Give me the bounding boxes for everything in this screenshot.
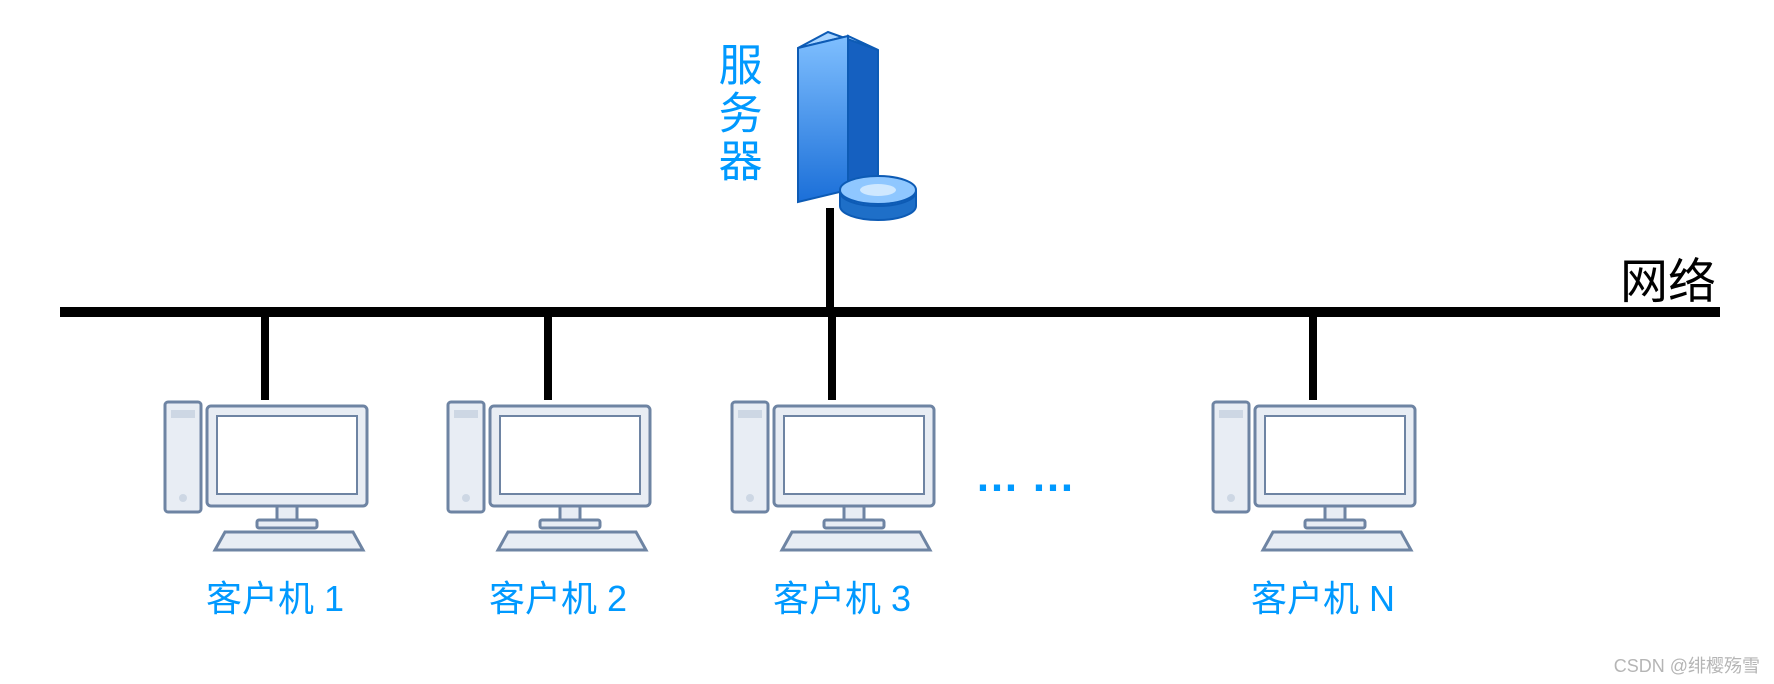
client-pc-icon xyxy=(448,402,650,550)
client-pc-icon xyxy=(1213,402,1415,550)
server-label: 服务器 xyxy=(710,42,761,186)
client-label: 客户机 N xyxy=(1233,570,1413,622)
client-label: 客户机 1 xyxy=(185,570,365,622)
network-label: 网络 xyxy=(1620,242,1716,312)
server-icon xyxy=(798,32,916,220)
client-pc-icon xyxy=(165,402,367,550)
client-label: 客户机 3 xyxy=(752,570,932,622)
client-label: 客户机 2 xyxy=(468,570,648,622)
client-pc-icon xyxy=(732,402,934,550)
ellipsis: …… xyxy=(975,452,1087,502)
diagram-canvas: 服务器网络 …… 客户机 1 客户机 2 客户机 3 客户机 N CSDN @绯樱殇雪 xyxy=(0,0,1774,684)
watermark: CSDN @绯樱殇雪 xyxy=(1614,652,1760,678)
